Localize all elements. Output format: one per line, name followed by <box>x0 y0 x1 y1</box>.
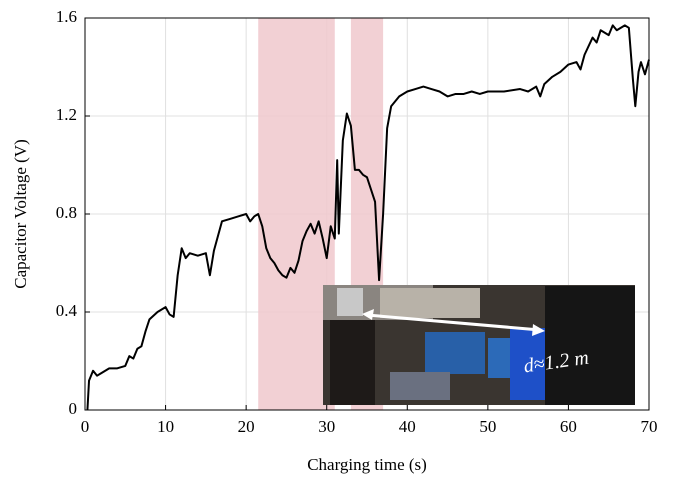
photo-shelf <box>380 288 480 318</box>
photo-oscilloscope <box>390 372 450 400</box>
plot-frame <box>84 17 650 411</box>
y-axis-label: Capacitor Voltage (V) <box>11 139 30 289</box>
photo-blue-object <box>510 328 545 400</box>
x-tick-label: 30 <box>318 417 335 436</box>
y-tick-label: 0.8 <box>56 203 77 222</box>
shaded-region <box>258 18 335 410</box>
x-axis-label: Charging time (s) <box>307 455 427 474</box>
x-tick-label: 40 <box>399 417 416 436</box>
arrow-head <box>362 309 374 320</box>
y-tick-label: 0.4 <box>56 301 78 320</box>
photo-panel <box>337 288 363 316</box>
inset-photo: d≈1.2 m <box>323 285 635 405</box>
x-tick-label: 70 <box>641 417 658 436</box>
x-tick-label: 60 <box>560 417 577 436</box>
x-tick-label: 0 <box>81 417 90 436</box>
y-tick-label: 1.6 <box>56 7 77 26</box>
arrow-head <box>532 324 545 336</box>
y-tick-label: 0 <box>69 399 78 418</box>
photo-cabinet <box>545 286 635 405</box>
x-tick-label: 50 <box>479 417 496 436</box>
distance-arrow <box>366 313 541 332</box>
y-tick-label: 1.2 <box>56 105 77 124</box>
photo-monitor <box>425 332 485 374</box>
data-line <box>86 24 650 411</box>
x-tick-label: 10 <box>157 417 174 436</box>
x-tick-label: 20 <box>238 417 255 436</box>
photo-person <box>330 320 375 405</box>
